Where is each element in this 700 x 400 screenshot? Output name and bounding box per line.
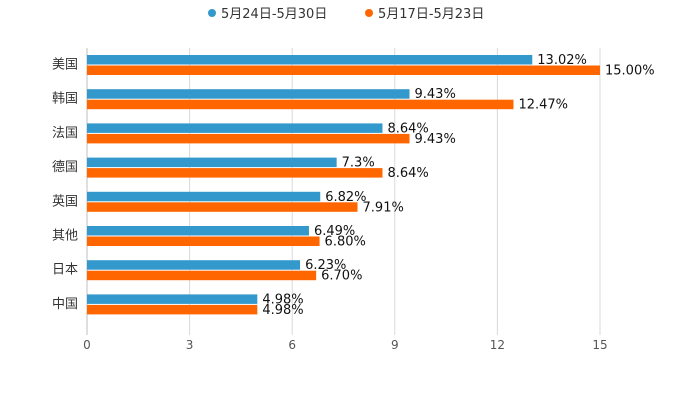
x-tick-label: 3: [186, 338, 194, 352]
data-label: 6.70%: [321, 269, 362, 284]
data-label: 6.49%: [314, 224, 355, 239]
bar: [87, 236, 320, 246]
data-label: 6.80%: [325, 235, 366, 250]
bar: [87, 65, 600, 75]
bar: [87, 260, 301, 270]
data-label: 7.91%: [363, 200, 404, 215]
bar: [87, 123, 383, 133]
bar: [87, 304, 258, 315]
category-label: 日本: [52, 263, 78, 278]
legend-label: 5月17日-5月23日: [378, 7, 484, 22]
x-tick-label: 6: [288, 338, 296, 352]
data-label: 7.3%: [342, 156, 375, 171]
x-tick-label: 15: [592, 338, 607, 352]
bar: [87, 168, 383, 178]
category-label: 英国: [52, 194, 78, 209]
data-label: 8.64%: [387, 121, 428, 136]
bars: 13.02%15.00%9.43%12.47%8.64%9.43%7.3%8.6…: [87, 53, 655, 318]
legend: 5月24日-5月30日 5月17日-5月23日: [208, 7, 484, 22]
category-label: 韩国: [52, 92, 78, 107]
data-label: 4.98%: [262, 303, 303, 318]
category-label: 美国: [52, 58, 78, 73]
x-tick-label: 0: [83, 338, 91, 352]
category-label: 中国: [52, 297, 78, 312]
legend-marker: [365, 9, 373, 17]
data-label: 9.43%: [415, 132, 456, 147]
data-label: 12.47%: [518, 98, 568, 113]
bar: [87, 226, 309, 236]
bar: [87, 294, 258, 304]
x-tick-label: 9: [391, 338, 399, 352]
legend-label: 5月24日-5月30日: [221, 7, 327, 22]
bar: [87, 191, 321, 202]
bar: [87, 55, 533, 65]
x-tick-label: 12: [490, 338, 505, 352]
legend-marker: [208, 9, 216, 17]
x-axis-ticks: 0 3 6 9 12 15: [83, 338, 607, 352]
data-label: 6.23%: [305, 258, 346, 273]
bar: [87, 270, 317, 281]
category-label: 德国: [52, 160, 78, 175]
data-label: 9.43%: [415, 87, 456, 102]
category-label: 其他: [52, 229, 78, 244]
data-label: 4.98%: [262, 292, 303, 307]
bar: [87, 202, 358, 212]
bar: [87, 157, 337, 168]
bar: [87, 133, 410, 144]
bar: [87, 89, 410, 99]
data-label: 8.64%: [387, 166, 428, 181]
data-label: 6.82%: [325, 190, 366, 205]
category-label: 法国: [52, 126, 78, 141]
bar: [87, 99, 514, 110]
data-label: 15.00%: [605, 64, 655, 79]
data-label: 13.02%: [537, 53, 587, 68]
